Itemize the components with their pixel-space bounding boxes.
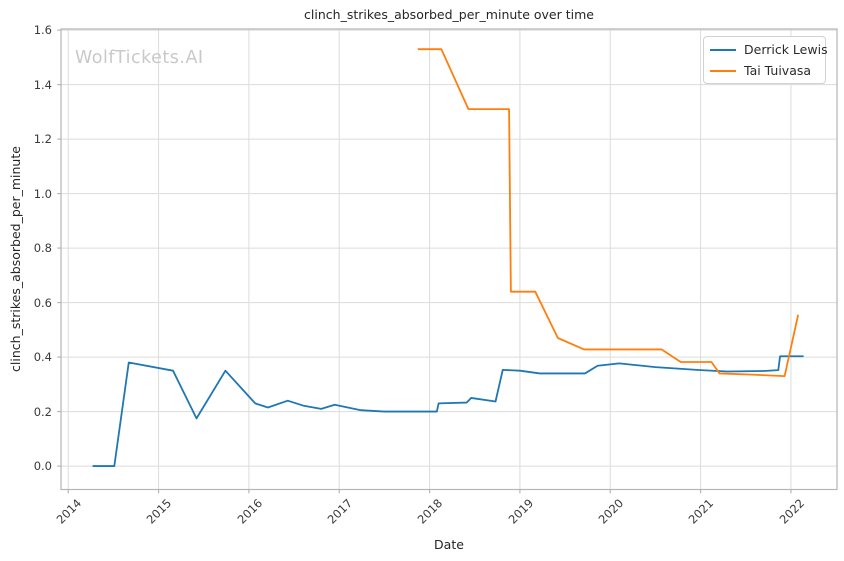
series-line-tai-tuivasa (417, 48, 800, 378)
watermark: WolfTickets.AI (75, 48, 204, 68)
legend-item-tai-tuivasa: Tai Tuivasa (710, 63, 817, 78)
legend-label: Derrick Lewis (744, 42, 828, 57)
y-tick-label: 1.2 (33, 132, 52, 147)
y-tick-label: 0.8 (33, 241, 52, 256)
y-tick-label: 0.4 (33, 350, 52, 365)
legend-line-swatch-icon (710, 48, 736, 51)
y-tick-label: 0.6 (33, 295, 52, 310)
y-tick-label: 1.6 (33, 23, 52, 38)
y-tick-label: 1.4 (33, 77, 52, 92)
legend-line-swatch-icon (710, 69, 736, 72)
x-axis-label: Date (434, 537, 464, 552)
legend-label: Tai Tuivasa (744, 63, 812, 78)
y-tick-label: 0.0 (33, 459, 52, 474)
y-axis-label: clinch_strikes_absorbed_per_minute (8, 146, 23, 372)
chart-title: clinch_strikes_absorbed_per_minute over … (304, 7, 594, 22)
y-tick-label: 0.2 (33, 404, 52, 419)
y-tick-label: 1.0 (33, 186, 52, 201)
legend-item-derrick-lewis: Derrick Lewis (710, 42, 828, 57)
legend: Derrick Lewis Tai Tuivasa (703, 36, 828, 84)
series-line-derrick-lewis (92, 355, 804, 467)
axes-spines (60, 28, 838, 491)
